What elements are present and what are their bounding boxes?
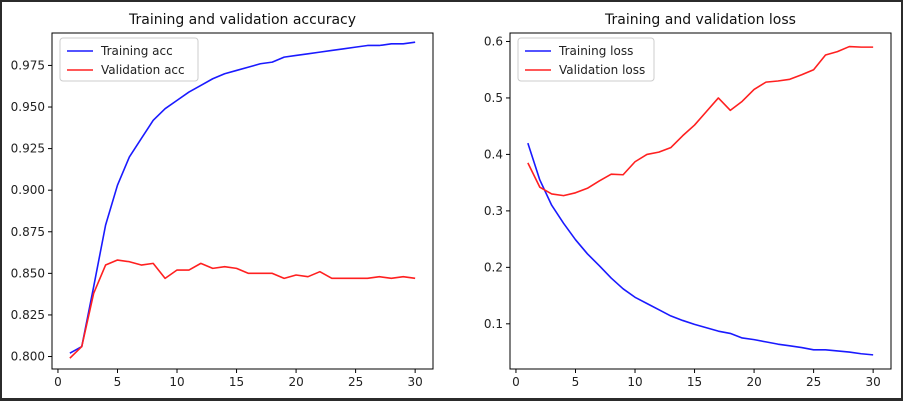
chart1-y-tick-label: 0.925 (11, 142, 45, 156)
chart1-title: Training and validation accuracy (128, 12, 356, 28)
chart2-y-tick-label: 0.4 (484, 147, 503, 161)
chart1-legend-box (59, 37, 199, 82)
chart2-legend: Training loss Validation loss (517, 37, 655, 82)
chart2-x-tick-label: 10 (627, 375, 642, 389)
chart2-y-tick-label: 0.2 (484, 260, 503, 274)
chart2-axes-frame (509, 32, 892, 370)
chart1-y-tick-label: 0.975 (11, 58, 45, 72)
chart2-x-tick-label: 25 (806, 375, 821, 389)
chart1-y-tick-label: 0.825 (11, 308, 45, 322)
chart2-series-training-line (527, 142, 874, 356)
chart1-y-tick-label: 0.850 (11, 266, 45, 280)
chart2-y-tick-label: 0.3 (484, 204, 503, 218)
chart2-y-tick-label: 0.6 (484, 34, 503, 48)
chart1-x-tick-label: 25 (348, 375, 363, 389)
chart2-legend-box (517, 37, 655, 82)
chart1-y-tick-label: 0.900 (11, 183, 45, 197)
chart2: Training and validation loss 0 5 10 15 20 25 30… (484, 12, 892, 389)
chart1-y-tick-label: 0.875 (11, 225, 45, 239)
chart2-x-tick-label: 0 (512, 375, 520, 389)
chart1-y-tick-label: 0.950 (11, 100, 45, 114)
chart2-x-tick-label: 15 (687, 375, 702, 389)
chart2-x-tick-label: 20 (746, 375, 761, 389)
chart1-series-training-line (69, 41, 416, 354)
chart2-legend-validation-label: Validation loss (559, 63, 645, 77)
chart2-x-tick-label: 30 (866, 375, 881, 389)
chart1-axes-frame (51, 32, 434, 370)
chart1-legend-validation-label: Validation acc (101, 63, 185, 77)
chart2-series-validation-line (527, 45, 874, 197)
chart2-legend-training-label: Training loss (558, 44, 633, 58)
chart2-y-tick-label: 0.1 (484, 317, 503, 331)
chart1-y-tick-label: 0.800 (11, 350, 45, 364)
chart1-legend-training-label: Training acc (100, 44, 173, 58)
chart2-y-tick-label: 0.5 (484, 91, 503, 105)
chart2-x-tick-label: 5 (572, 375, 580, 389)
chart1-x-tick-label: 10 (169, 375, 184, 389)
chart2-title: Training and validation loss (604, 12, 796, 28)
chart1-x-tick-label: 20 (288, 375, 303, 389)
chart1-series-validation-line (69, 259, 416, 359)
chart1-x-tick-label: 15 (229, 375, 244, 389)
chart1-legend: Training acc Validation acc (59, 37, 199, 82)
chart1-x-tick-label: 30 (408, 375, 423, 389)
chart1-x-tick-label: 5 (114, 375, 122, 389)
chart1: Training and validation accuracy 0 5 10 15 20… (11, 12, 434, 389)
chart1-x-tick-label: 0 (54, 375, 62, 389)
